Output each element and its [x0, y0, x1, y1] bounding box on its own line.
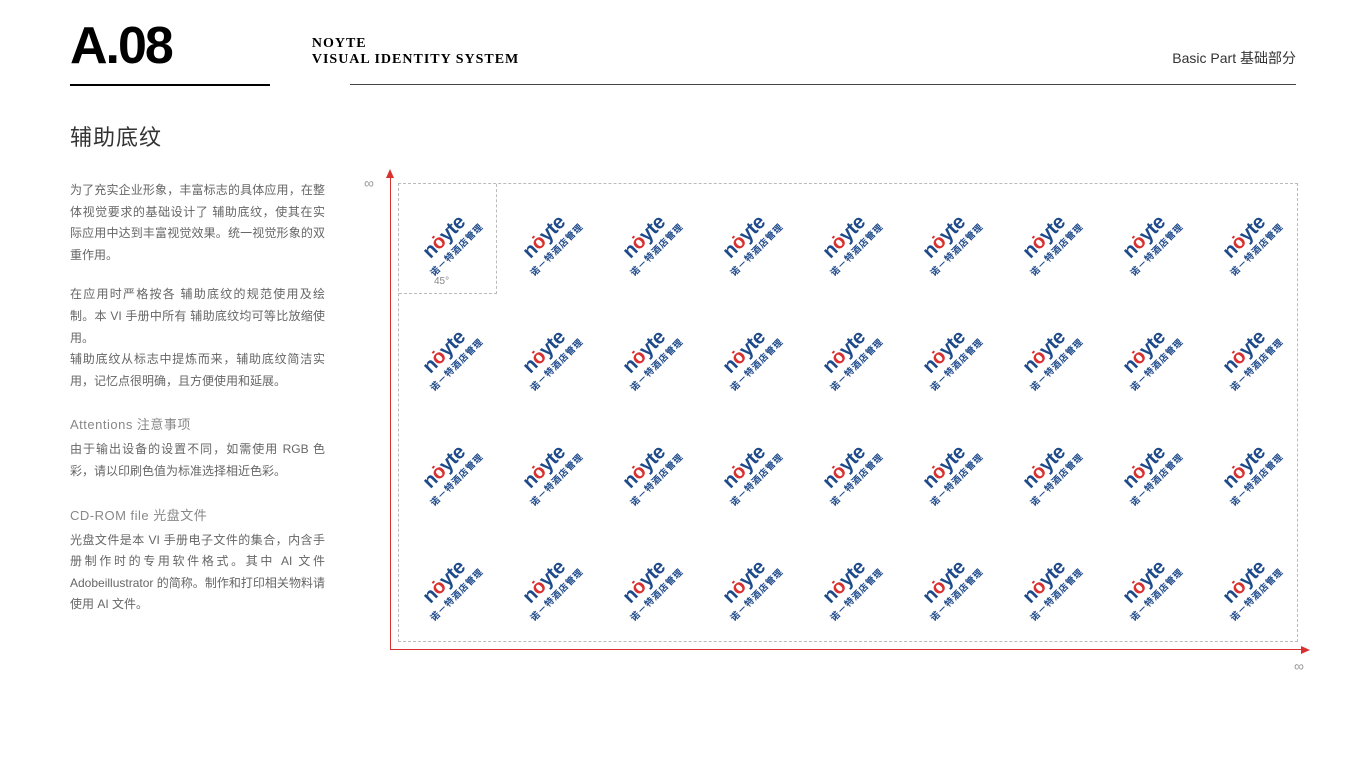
- logo-inner: nȯyte诺－特酒店管理: [512, 550, 586, 624]
- intro-para-1: 为了充实企业形象，丰富标志的具体应用，在整体视觉要求的基础设计了 辅助底纹，使其…: [70, 180, 325, 266]
- logo-unit: nȯyte诺－特酒店管理: [599, 529, 699, 642]
- logo-inner: nȯyte诺－特酒店管理: [412, 435, 486, 509]
- logo-inner: nȯyte诺－特酒店管理: [1112, 205, 1186, 279]
- logo-unit: nȯyte诺－特酒店管理: [699, 299, 799, 414]
- logo-unit: nȯyte诺－特酒店管理: [799, 414, 899, 529]
- logo-inner: nȯyte诺－特酒店管理: [812, 435, 886, 509]
- angle-label: 45°: [434, 276, 449, 287]
- logo-inner: nȯyte诺－特酒店管理: [1012, 205, 1086, 279]
- x-axis-arrow-icon: [1301, 646, 1310, 654]
- logo-inner: nȯyte诺－特酒店管理: [912, 205, 986, 279]
- logo-inner: nȯyte诺－特酒店管理: [712, 550, 786, 624]
- logo-unit: nȯyte诺－特酒店管理: [499, 299, 599, 414]
- header-right-label: Basic Part 基础部分: [1172, 48, 1296, 72]
- logo-inner: nȯyte诺－特酒店管理: [1112, 550, 1186, 624]
- logo-inner: nȯyte诺－特酒店管理: [512, 205, 586, 279]
- y-axis-arrow-icon: [386, 169, 394, 178]
- logo-inner: nȯyte诺－特酒店管理: [712, 320, 786, 394]
- logo-unit: nȯyte诺－特酒店管理: [1099, 299, 1199, 414]
- logo-unit: nȯyte诺－特酒店管理: [599, 414, 699, 529]
- header-rule-short: [70, 84, 270, 86]
- infinity-y-label: ∞: [364, 175, 374, 191]
- logo-unit: nȯyte诺－特酒店管理: [1099, 414, 1199, 529]
- logo-inner: nȯyte诺－特酒店管理: [912, 550, 986, 624]
- cdrom-body: 光盘文件是本 VI 手册电子文件的集合，内含手册制作时的专用软件格式。其中 AI…: [70, 530, 325, 616]
- logo-unit: nȯyte诺－特酒店管理: [899, 299, 999, 414]
- logo-unit: nȯyte诺－特酒店管理: [799, 529, 899, 642]
- logo-inner: nȯyte诺－特酒店管理: [1012, 550, 1086, 624]
- y-axis: [390, 175, 391, 650]
- intro-para-3: 辅助底纹从标志中提炼而来，辅助底纹简洁实用，记忆点很明确，且方便使用和延展。: [70, 349, 325, 392]
- logo-unit: nȯyte诺－特酒店管理: [799, 299, 899, 414]
- infinity-x-label: ∞: [1294, 658, 1304, 674]
- header-rule-long: [350, 84, 1296, 85]
- logo-inner: nȯyte诺－特酒店管理: [912, 435, 986, 509]
- section-title: 辅助底纹: [70, 120, 325, 152]
- brand-subtitle: VISUAL IDENTITY SYSTEM: [312, 52, 519, 68]
- logo-unit: nȯyte诺－特酒店管理: [999, 299, 1099, 414]
- logo-unit: nȯyte诺－特酒店管理: [1199, 184, 1298, 299]
- intro-para-2: 在应用时严格按各 辅助底纹的规范使用及绘制。本 VI 手册中所有 辅助底纹均可等…: [70, 284, 325, 349]
- logo-unit: nȯyte诺－特酒店管理: [999, 184, 1099, 299]
- logo-inner: nȯyte诺－特酒店管理: [1112, 320, 1186, 394]
- logo-inner: nȯyte诺－特酒店管理: [612, 550, 686, 624]
- attentions-body: 由于输出设备的设置不同，如需使用 RGB 色彩，请以印刷色值为标准选择相近色彩。: [70, 439, 325, 482]
- logo-inner: nȯyte诺－特酒店管理: [1212, 550, 1286, 624]
- logo-unit: nȯyte诺－特酒店管理: [499, 529, 599, 642]
- brand-block: NOYTE VISUAL IDENTITY SYSTEM: [312, 36, 519, 72]
- logo-inner: nȯyte诺－特酒店管理: [1012, 320, 1086, 394]
- logo-unit: nȯyte诺－特酒店管理: [599, 184, 699, 299]
- logo-inner: nȯyte诺－特酒店管理: [412, 205, 486, 279]
- logo-unit: nȯyte诺－特酒店管理: [499, 414, 599, 529]
- logo-unit: nȯyte诺－特酒店管理: [499, 184, 599, 299]
- pattern-grid: nȯyte诺－特酒店管理 nȯyte诺－特酒店管理 nȯyte诺－特酒店管理 nȯyt…: [399, 184, 1297, 641]
- logo-unit: nȯyte诺－特酒店管理: [999, 414, 1099, 529]
- logo-unit: nȯyte诺－特酒店管理: [799, 184, 899, 299]
- logo-unit: nȯyte诺－特酒店管理: [1199, 529, 1298, 642]
- x-axis: [390, 649, 1304, 650]
- logo-unit: nȯyte诺－特酒店管理: [599, 299, 699, 414]
- cdrom-heading: CD-ROM file 光盘文件: [70, 505, 325, 524]
- logo-inner: nȯyte诺－特酒店管理: [412, 320, 486, 394]
- logo-unit: nȯyte诺－特酒店管理: [1199, 414, 1298, 529]
- logo-inner: nȯyte诺－特酒店管理: [1212, 320, 1286, 394]
- brand-name-en: NOYTE: [312, 36, 519, 52]
- logo-inner: nȯyte诺－特酒店管理: [612, 205, 686, 279]
- pattern-chart: ∞ ∞ nȯyte诺－特酒店管理nȯyte诺－特酒店管理nȯyte诺－特酒店管理…: [390, 175, 1298, 650]
- pattern-container: nȯyte诺－特酒店管理 nȯyte诺－特酒店管理 nȯyte诺－特酒店管理 nȯyt…: [398, 183, 1298, 642]
- logo-inner: nȯyte诺－特酒店管理: [1212, 435, 1286, 509]
- logo-inner: nȯyte诺－特酒店管理: [812, 205, 886, 279]
- page-number: A.08: [70, 20, 172, 72]
- logo-inner: nȯyte诺－特酒店管理: [712, 435, 786, 509]
- logo-unit: nȯyte诺－特酒店管理: [399, 529, 499, 642]
- logo-inner: nȯyte诺－特酒店管理: [1012, 435, 1086, 509]
- logo-unit: nȯyte诺－特酒店管理: [1199, 299, 1298, 414]
- logo-unit: nȯyte诺－特酒店管理: [899, 184, 999, 299]
- logo-inner: nȯyte诺－特酒店管理: [612, 435, 686, 509]
- logo-unit: nȯyte诺－特酒店管理: [399, 414, 499, 529]
- logo-unit: nȯyte诺－特酒店管理: [999, 529, 1099, 642]
- logo-unit: nȯyte诺－特酒店管理: [699, 414, 799, 529]
- logo-inner: nȯyte诺－特酒店管理: [512, 435, 586, 509]
- page-header: A.08 NOYTE VISUAL IDENTITY SYSTEM Basic …: [70, 20, 1296, 72]
- logo-unit: nȯyte诺－特酒店管理: [1099, 529, 1199, 642]
- logo-inner: nȯyte诺－特酒店管理: [612, 320, 686, 394]
- logo-inner: nȯyte诺－特酒店管理: [1112, 435, 1186, 509]
- logo-unit: nȯyte诺－特酒店管理: [699, 184, 799, 299]
- logo-inner: nȯyte诺－特酒店管理: [812, 550, 886, 624]
- logo-inner: nȯyte诺－特酒店管理: [812, 320, 886, 394]
- logo-unit: nȯyte诺－特酒店管理: [899, 529, 999, 642]
- header-left: A.08 NOYTE VISUAL IDENTITY SYSTEM: [70, 20, 519, 72]
- logo-inner: nȯyte诺－特酒店管理: [412, 550, 486, 624]
- logo-unit: nȯyte诺－特酒店管理: [699, 529, 799, 642]
- logo-unit: nȯyte诺－特酒店管理: [399, 299, 499, 414]
- logo-unit: nȯyte诺－特酒店管理: [899, 414, 999, 529]
- logo-unit: nȯyte诺－特酒店管理: [1099, 184, 1199, 299]
- attentions-heading: Attentions 注意事项: [70, 414, 325, 433]
- sidebar: 辅助底纹 为了充实企业形象，丰富标志的具体应用，在整体视觉要求的基础设计了 辅助…: [70, 120, 325, 634]
- logo-inner: nȯyte诺－特酒店管理: [912, 320, 986, 394]
- logo-inner: nȯyte诺－特酒店管理: [712, 205, 786, 279]
- logo-inner: nȯyte诺－特酒店管理: [512, 320, 586, 394]
- logo-inner: nȯyte诺－特酒店管理: [1212, 205, 1286, 279]
